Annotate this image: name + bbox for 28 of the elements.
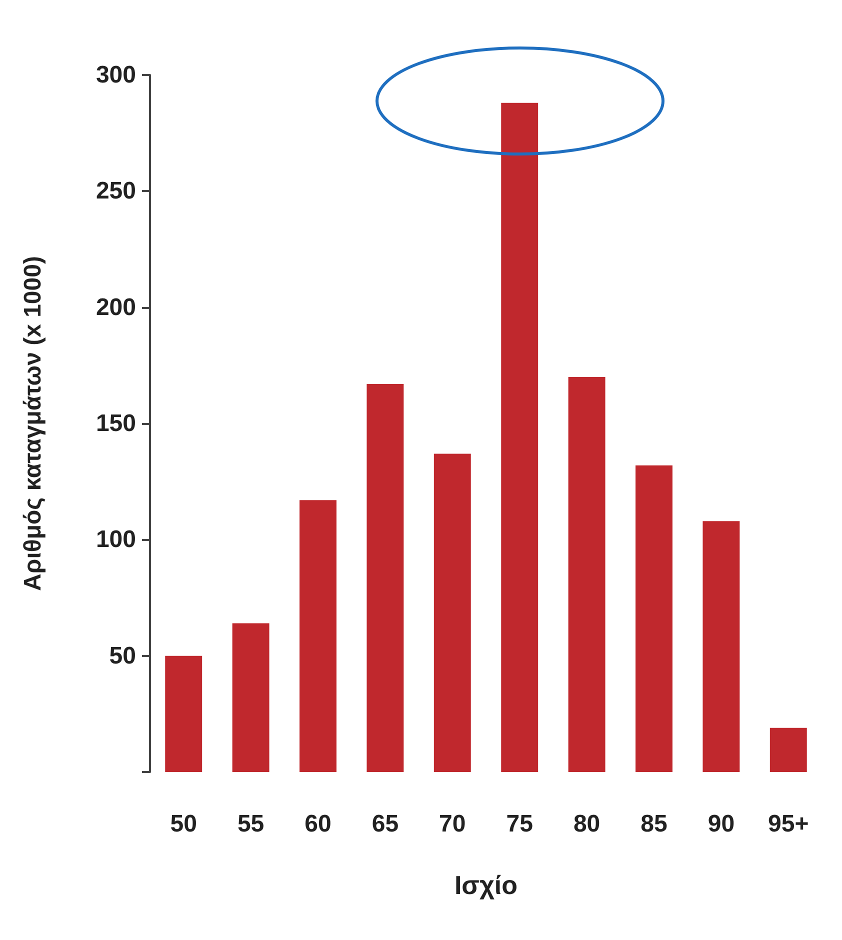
y-tick-label: 250	[96, 178, 136, 205]
x-tick-label: 65	[372, 810, 399, 838]
bar	[300, 500, 336, 772]
x-tick-label: 90	[708, 810, 735, 838]
bar	[702, 521, 740, 772]
bar	[165, 656, 202, 772]
bar	[636, 465, 672, 772]
x-tick-label: 85	[640, 810, 668, 838]
bar	[232, 623, 270, 772]
x-tick-label: 95+	[768, 810, 809, 838]
y-tick-label: 300	[96, 62, 136, 88]
x-tick-label: 55	[237, 810, 264, 838]
x-tick-label: 50	[170, 810, 197, 838]
bar	[366, 384, 404, 772]
x-tick-label: 80	[573, 810, 600, 838]
y-tick-label: 50	[109, 642, 136, 670]
y-tick-label: 150	[96, 410, 136, 437]
bar	[434, 454, 471, 772]
x-tick-label: 60	[304, 810, 332, 838]
y-tick-label: 100	[96, 526, 136, 554]
y-tick-label: 200	[96, 294, 136, 321]
x-axis-title: Ισχίο	[454, 870, 518, 900]
bar	[568, 377, 606, 772]
bar	[501, 102, 538, 772]
x-tick-label: 70	[439, 810, 466, 838]
x-tick-label: 75	[506, 810, 533, 838]
y-axis-title: Αριθμός καταγμάτων (x 1000)	[20, 256, 46, 591]
bar	[770, 728, 807, 772]
